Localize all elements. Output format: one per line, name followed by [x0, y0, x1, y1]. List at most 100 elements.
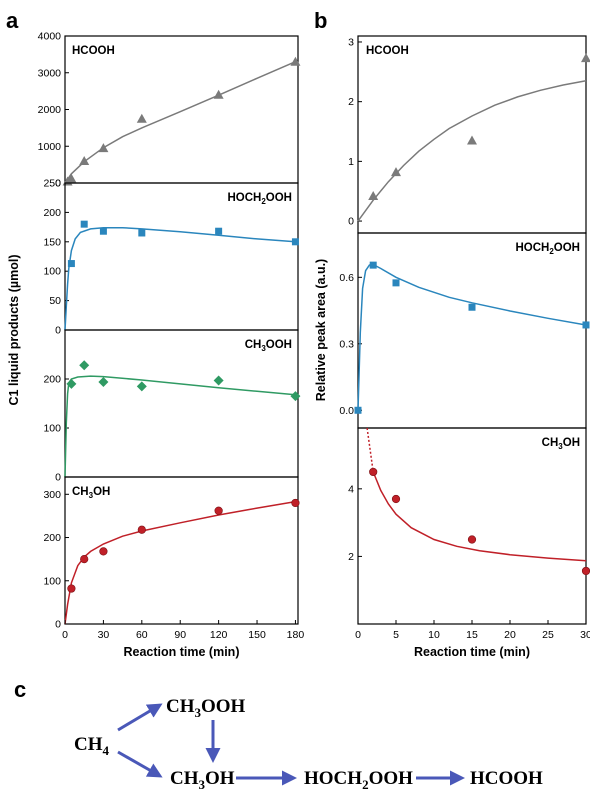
data-point-a-hcooh: [136, 113, 147, 123]
data-point-a-ch3oh: [137, 525, 146, 534]
y-tick-label: 0.6: [339, 272, 354, 284]
y-tick-label: 200: [43, 374, 61, 386]
subplot-a-ch3ooh: 0 100 200 CH3OOH: [43, 329, 301, 484]
series-label-b-hoch2ooh: HOCH2OOH: [515, 242, 580, 256]
panel-a-stacked-chart: 01000200030004000HCOOH050100150200250HOC…: [7, 31, 304, 660]
data-point-b-ch3oh: [581, 566, 590, 576]
data-point-b-ch3oh: [467, 535, 477, 544]
x-axis-title-a: Reaction time (min): [124, 645, 240, 659]
data-point-a-hcooh: [66, 173, 77, 183]
data-point-a-hcooh: [79, 155, 90, 165]
series-label-a-hcooh: HCOOH: [72, 45, 115, 57]
scheme-hoch2ooh: HOCH2OOH: [304, 768, 413, 792]
data-point-a-hoch2ooh: [99, 227, 107, 235]
data-point-a-hcooh: [98, 143, 109, 153]
x-tick-label: 30: [98, 629, 110, 641]
arrow-ch4-to-ch3oh: [117, 750, 163, 778]
reaction-scheme: CH4 CH3OOH CH3OH HOCH2OOH HCOOH: [74, 696, 543, 792]
x-tick-label: 25: [542, 629, 554, 641]
panel-letter-c: c: [14, 677, 26, 702]
fit-line-b-hoch2ooh: [357, 263, 587, 411]
plot-frame-a-hcooh: [64, 35, 299, 184]
data-point-b-ch3oh: [369, 467, 378, 477]
data-point-b-hoch2ooh: [369, 261, 377, 269]
y-tick-label: 1: [348, 156, 354, 168]
scheme-hcooh: HCOOH: [470, 768, 543, 789]
data-point-a-ch3oh: [291, 498, 300, 508]
data-point-a-ch3ooh: [136, 381, 147, 392]
subplot-b-ch3oh: 2 4 CH3OH: [348, 427, 590, 625]
plot-frame-a-ch3oh: [64, 476, 299, 625]
data-point-b-hoch2ooh: [582, 321, 590, 329]
x-tick-label: 0: [62, 629, 68, 641]
y-tick-label: 3: [348, 36, 354, 48]
plot-frame-b-hoch2ooh: [357, 232, 587, 429]
data-point-a-hoch2ooh: [80, 220, 88, 228]
scheme-ch3oh: CH3OH: [170, 768, 235, 792]
x-tick-label: 5: [393, 629, 399, 641]
subplot-b-hcooh: 0 1 2 3 HCOOH: [348, 35, 590, 234]
data-point-a-hoch2ooh: [138, 229, 146, 237]
y-tick-label: 4: [348, 483, 354, 495]
data-point-a-hcooh: [290, 56, 301, 66]
y-tick-label: 300: [43, 489, 61, 501]
y-tick-label: 100: [43, 423, 61, 435]
y-tick-label: 0.3: [339, 338, 354, 350]
data-point-a-hoch2ooh: [215, 227, 223, 235]
subplot-a-ch3oh: 0 100 200 300 CH3OH: [43, 476, 300, 631]
subplot-a-hcooh: 0 1000 2000 3000 4000 HCOOH: [38, 31, 301, 190]
x-tick-label: 20: [504, 629, 516, 641]
series-label-b-ch3oh: CH3OH: [542, 437, 580, 451]
y-tick-label: 3000: [38, 67, 62, 79]
fit-line-b-hcooh: [357, 80, 587, 222]
y-tick-label: 0: [55, 325, 61, 337]
data-point-a-ch3oh: [67, 584, 76, 593]
fit-line-b-ch3oh: [372, 471, 587, 562]
plot-frame-b-ch3oh: [357, 427, 587, 625]
panel-letter-a: a: [6, 8, 19, 33]
y-tick-label: 0: [55, 472, 61, 484]
y-tick-label: 0: [55, 619, 61, 631]
y-tick-label: 0: [55, 178, 61, 190]
y-tick-label: 4000: [38, 31, 62, 43]
data-point-b-hcooh: [391, 167, 401, 177]
y-tick-label: 250: [43, 178, 61, 190]
y-tick-label: 0: [348, 216, 354, 228]
data-point-b-hoch2ooh: [392, 279, 400, 287]
fit-line-a-ch3ooh: [64, 375, 296, 478]
y-axis-title-a: C1 liquid products (µmol): [7, 255, 21, 406]
y-tick-label: 0.0: [339, 405, 354, 417]
x-tick-label: 0: [355, 629, 361, 641]
y-tick-label: 50: [49, 295, 61, 307]
data-point-b-hcooh: [368, 190, 379, 200]
series-label-a-ch3ooh: CH3OOH: [245, 339, 292, 353]
data-point-a-hcooh: [213, 89, 224, 99]
data-point-b-hcooh: [467, 135, 477, 145]
y-axis-title-b: Relative peak area (a.u.): [314, 259, 328, 401]
x-tick-label: 150: [248, 629, 266, 641]
y-tick-label: 2000: [38, 104, 62, 116]
arrow-ch4-to-ch3ooh: [117, 703, 163, 732]
y-tick-label: 150: [43, 236, 61, 248]
data-point-a-ch3oh: [80, 555, 89, 564]
data-point-a-ch3oh: [214, 506, 223, 515]
subplot-a-hoch2ooh: 0 50 100 150 200 250 HOCH2OOH: [43, 178, 299, 337]
data-point-b-hcooh: [581, 53, 590, 63]
x-tick-label: 15: [466, 629, 478, 641]
scheme-ch4: CH4: [74, 734, 110, 758]
data-point-a-ch3ooh: [213, 375, 224, 386]
panel-letter-b: b: [314, 8, 327, 33]
subplot-b-hoch2ooh: 0.0 0.3 0.6 HOCH2OOH: [339, 232, 590, 429]
data-point-a-ch3ooh: [66, 378, 77, 389]
data-point-b-hoch2ooh: [354, 406, 362, 414]
y-tick-label: 200: [43, 532, 61, 544]
x-tick-label: 120: [210, 629, 228, 641]
data-point-a-ch3ooh: [79, 360, 90, 371]
x-tick-label: 10: [428, 629, 440, 641]
scheme-ch3ooh: CH3OOH: [166, 696, 246, 720]
y-tick-label: 200: [43, 207, 61, 219]
x-tick-label: 90: [174, 629, 186, 641]
series-label-b-hcooh: HCOOH: [366, 45, 409, 57]
x-tick-label: 30: [580, 629, 590, 641]
